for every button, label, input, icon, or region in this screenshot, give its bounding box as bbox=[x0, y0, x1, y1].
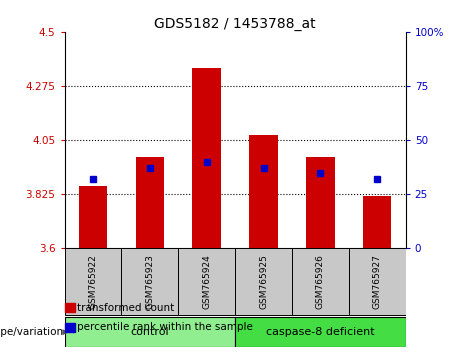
Bar bbox=[306, 157, 335, 249]
Text: caspase-8 deficient: caspase-8 deficient bbox=[266, 327, 375, 337]
Text: GSM765927: GSM765927 bbox=[373, 255, 382, 309]
Bar bbox=[235, 318, 406, 347]
Bar bbox=[292, 249, 349, 315]
Text: genotype/variation: genotype/variation bbox=[0, 327, 64, 337]
Title: GDS5182 / 1453788_at: GDS5182 / 1453788_at bbox=[154, 17, 316, 31]
Bar bbox=[363, 195, 391, 249]
Bar bbox=[235, 249, 292, 315]
Bar bbox=[136, 157, 164, 249]
Bar bbox=[349, 249, 406, 315]
Bar bbox=[121, 249, 178, 315]
Text: GSM765926: GSM765926 bbox=[316, 255, 325, 309]
Bar bbox=[65, 249, 121, 315]
Text: GSM765925: GSM765925 bbox=[259, 255, 268, 309]
Text: transformed count: transformed count bbox=[77, 303, 175, 313]
Text: control: control bbox=[130, 327, 169, 337]
Bar bbox=[79, 186, 107, 249]
Bar bbox=[193, 68, 221, 249]
Text: GSM765923: GSM765923 bbox=[145, 255, 154, 309]
Text: percentile rank within the sample: percentile rank within the sample bbox=[77, 322, 254, 332]
Bar bbox=[65, 318, 235, 347]
Text: GSM765922: GSM765922 bbox=[89, 255, 97, 309]
Text: GSM765924: GSM765924 bbox=[202, 255, 211, 309]
Bar bbox=[178, 249, 235, 315]
Bar bbox=[249, 135, 278, 249]
